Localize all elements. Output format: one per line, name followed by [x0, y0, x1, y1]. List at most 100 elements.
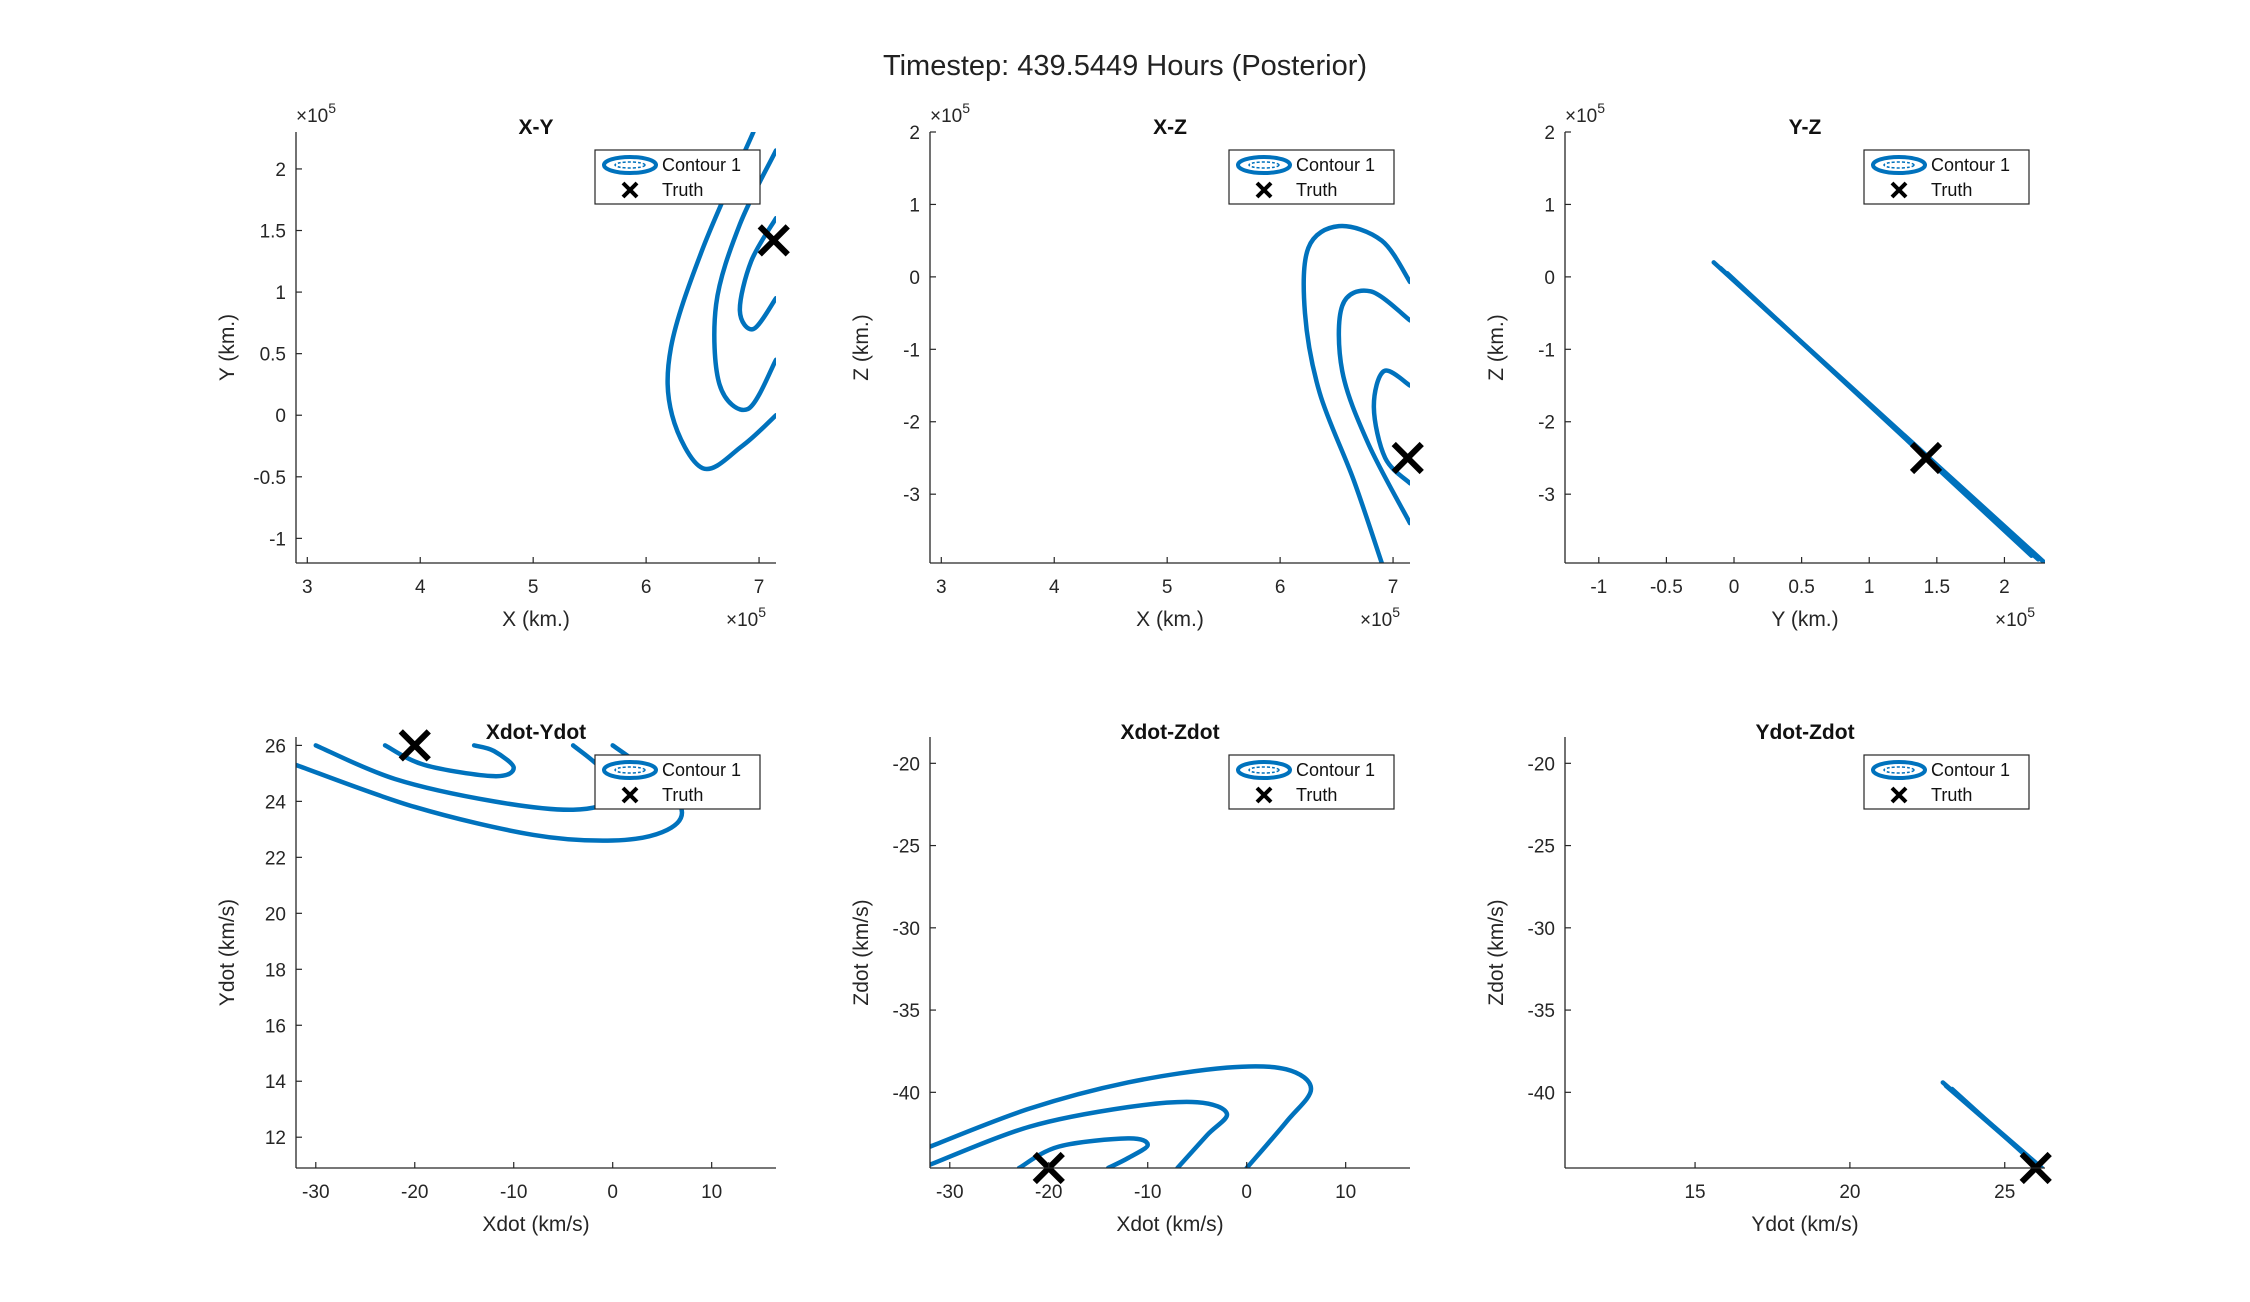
y-tick-label: -1 [1538, 340, 1555, 361]
truth-marker [398, 729, 431, 762]
figure-title: Timestep: 439.5449 Hours (Posterior) [882, 50, 1368, 82]
x-tick-label: -30 [936, 1182, 963, 1203]
legend-contour-inner-icon [1883, 161, 1915, 169]
y-tick-label: 0 [909, 268, 920, 289]
contour-line-3 [1949, 1086, 2038, 1167]
x-tick-label: 1.5 [1924, 577, 1950, 598]
x-tick-label: 5 [1162, 577, 1173, 598]
y-tick-label: -0.5 [253, 468, 286, 489]
y-tick-label: -25 [893, 837, 920, 858]
legend-entry-label: Truth [1931, 180, 1972, 200]
y-tick-label: -30 [893, 919, 920, 940]
y-tick-label: 2 [1544, 123, 1555, 144]
y-tick-label: -1 [903, 340, 920, 361]
y-tick-label: -1 [269, 529, 286, 550]
y-axis-label: Zdot (km/s) [1485, 899, 1508, 1005]
legend-truth-icon [1255, 181, 1273, 199]
x-exponent-label: ×105 [1360, 604, 1400, 631]
truth-marker [1909, 441, 1943, 475]
contour-line-3 [1725, 271, 2034, 559]
contour-line-2 [930, 1099, 1230, 1168]
legend: Contour 1 Truth [594, 754, 761, 810]
subplot-xdot-zdot: -30 -20 -10 0 10 -40 -35 -30 -25 -20 Xdot-Zdot Xdot… [850, 721, 1410, 1236]
y-tick-label: 16 [265, 1016, 286, 1037]
x-tick-label: -10 [500, 1182, 527, 1203]
x-axis-label: X (km.) [502, 608, 570, 631]
x-exponent-label: ×105 [1995, 604, 2035, 631]
y-tick-label: 18 [265, 960, 286, 981]
y-exponent-label: ×105 [1565, 100, 1605, 127]
legend-entry-label: Truth [1296, 180, 1337, 200]
y-tick-label: 0 [1544, 268, 1555, 289]
contour-line-2 [712, 148, 776, 413]
y-axis-label: Z (km.) [850, 314, 873, 380]
x-tick-label: 0.5 [1788, 577, 1814, 598]
y-tick-label: -2 [903, 413, 920, 434]
y-axis-label: Y (km.) [216, 314, 239, 381]
y-tick-label: -20 [1528, 754, 1555, 775]
y-tick-label: -3 [1538, 485, 1555, 506]
x-tick-label: 0 [607, 1182, 618, 1203]
legend-entry-label: Contour 1 [1296, 760, 1375, 780]
y-tick-label: 24 [265, 792, 287, 813]
y-tick-label: 1 [275, 283, 286, 304]
y-tick-label: -40 [893, 1083, 920, 1104]
x-tick-label: 6 [641, 577, 652, 598]
x-tick-label: 15 [1684, 1182, 1705, 1203]
legend-contour-inner-icon [614, 766, 646, 774]
legend: Contour 1 Truth [1863, 754, 2030, 810]
x-tick-label: 7 [754, 577, 765, 598]
contour-series [665, 132, 776, 472]
y-tick-label: -25 [1528, 837, 1555, 858]
legend-entry-label: Contour 1 [1931, 760, 2010, 780]
x-tick-label: 5 [528, 577, 539, 598]
x-tick-label: 4 [415, 577, 426, 598]
contour-line-2 [313, 743, 617, 813]
y-tick-label: 1.5 [260, 222, 286, 243]
y-tick-label: 12 [265, 1128, 286, 1149]
legend-contour-inner-icon [1248, 766, 1280, 774]
legend-contour-inner-icon [1248, 161, 1280, 169]
y-tick-label: 0 [275, 406, 286, 427]
contour-line-1 [1301, 223, 1410, 563]
x-tick-label: -10 [1134, 1182, 1161, 1203]
y-tick-label: -3 [903, 485, 920, 506]
legend-entry-label: Truth [1296, 785, 1337, 805]
legend-entry-label: Contour 1 [1296, 155, 1375, 175]
contour-line-3 [1371, 368, 1410, 486]
y-tick-label: 2 [275, 160, 286, 181]
legend-truth-icon [1890, 786, 1908, 804]
subplot-title: Xdot-Zdot [1120, 721, 1219, 744]
subplot-title: X-Z [1153, 116, 1187, 139]
x-tick-label: 0 [1241, 1182, 1252, 1203]
legend-contour-icon [602, 155, 658, 175]
truth-marker [757, 224, 790, 257]
legend: Contour 1 Truth [594, 149, 761, 205]
y-tick-label: 1 [909, 195, 920, 216]
contour-series [1301, 223, 1410, 563]
legend-contour-icon [1871, 760, 1927, 780]
x-tick-label: -0.5 [1650, 577, 1683, 598]
x-axis-label: Ydot (km/s) [1751, 1213, 1858, 1236]
y-tick-label: 20 [265, 904, 286, 925]
y-tick-label: -35 [893, 1001, 920, 1022]
contour-line-3 [1016, 1136, 1150, 1168]
y-tick-label: 2 [909, 123, 920, 144]
x-tick-label: 2 [1999, 577, 2010, 598]
y-tick-label: 0.5 [260, 345, 286, 366]
x-axis-label: Xdot (km/s) [482, 1213, 589, 1236]
legend-truth-icon [1890, 181, 1908, 199]
x-tick-label: 3 [302, 577, 313, 598]
legend-entry-label: Contour 1 [662, 155, 741, 175]
legend-entry-label: Contour 1 [662, 760, 741, 780]
contour-line-1 [930, 1064, 1314, 1168]
legend: Contour 1 Truth [1228, 754, 1395, 810]
legend: Contour 1 Truth [1228, 149, 1395, 205]
legend-entry-label: Truth [662, 785, 703, 805]
legend-contour-inner-icon [1883, 766, 1915, 774]
legend-truth-icon [1255, 786, 1273, 804]
y-tick-label: 26 [265, 736, 286, 757]
legend-contour-icon [1236, 760, 1292, 780]
x-axis-label: X (km.) [1136, 608, 1204, 631]
